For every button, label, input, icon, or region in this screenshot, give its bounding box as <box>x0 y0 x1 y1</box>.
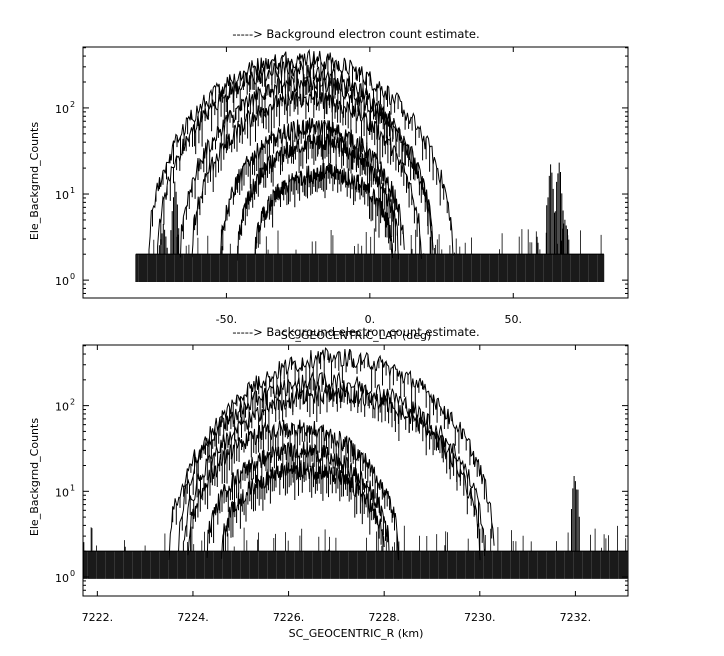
bottom-y-tick-exponent: 1 <box>70 483 75 492</box>
top-y-tick-exponent: 1 <box>70 186 75 195</box>
top-x-tick-label: -50. <box>216 313 237 326</box>
bottom-panel: -----> Background electron count estimat… <box>28 325 629 640</box>
bottom-plot-data <box>82 347 628 579</box>
top-series-7 <box>254 162 394 259</box>
bottom-x-axis-label: SC_GEOCENTRIC_R (km) <box>289 627 424 640</box>
bottom-x-ticks: 7222. 7224. 7226. 7228. 7230. 7232. <box>82 345 592 624</box>
bottom-x-tick-label: 7224. <box>177 611 209 624</box>
bottom-x-tick-label: 7230. <box>464 611 496 624</box>
top-burst <box>560 219 570 255</box>
top-x-axis-label: SC_GEOCENTRIC_LAT (deg) <box>281 329 432 342</box>
bottom-series-1 <box>178 347 495 552</box>
bottom-chart-title: -----> Background electron count estimat… <box>232 325 479 339</box>
top-series-6 <box>237 133 399 261</box>
top-y-tick-exponent: 0 <box>70 272 75 281</box>
top-series-1 <box>148 48 454 256</box>
top-y-tick-label: 10 <box>55 275 69 288</box>
top-chart-title: -----> Background electron count estimat… <box>232 27 479 41</box>
bottom-plot-frame <box>82 344 629 597</box>
bottom-series-6 <box>221 460 385 559</box>
top-y-tick-label: 10 <box>55 189 69 202</box>
bottom-x-tick-label: 7232. <box>560 611 592 624</box>
top-x-tick-label: 50. <box>505 313 523 326</box>
bottom-series-4 <box>187 419 399 561</box>
top-y-tick-label: 10 <box>55 103 69 116</box>
top-x-ticks: -50. 0. 50. <box>216 47 522 326</box>
top-burst <box>158 224 168 255</box>
bottom-x-tick-label: 7228. <box>368 611 400 624</box>
top-plot-data <box>135 48 605 282</box>
bottom-y-axis-label: Ele_Backgrnd_Counts <box>28 418 41 536</box>
top-series-3 <box>180 74 434 258</box>
bottom-y-tick-exponent: 0 <box>70 569 75 578</box>
bottom-x-tick-label: 7222. <box>82 611 114 624</box>
top-series-5 <box>220 117 405 255</box>
top-series-4 <box>191 90 422 259</box>
bottom-y-tick-exponent: 2 <box>70 398 75 407</box>
top-x-tick-label: 0. <box>365 313 376 326</box>
bottom-burst <box>571 476 580 552</box>
top-panel: -----> Background electron count estimat… <box>28 27 629 342</box>
top-burst <box>546 164 555 255</box>
top-burst <box>554 162 564 255</box>
top-noise-floor <box>135 228 605 282</box>
bottom-series-5 <box>206 441 390 558</box>
top-plot-frame <box>82 46 629 299</box>
bottom-y-tick-label: 10 <box>55 572 69 585</box>
bottom-x-tick-label: 7226. <box>273 611 305 624</box>
top-y-axis-label: Ele_Backgrnd_Counts <box>28 122 41 240</box>
bottom-y-tick-label: 10 <box>55 401 69 414</box>
top-burst <box>170 181 180 255</box>
top-y-tick-exponent: 2 <box>70 100 75 109</box>
bottom-y-tick-label: 10 <box>55 486 69 499</box>
bottom-noise-floor <box>82 525 628 579</box>
bottom-series-3 <box>182 384 481 561</box>
